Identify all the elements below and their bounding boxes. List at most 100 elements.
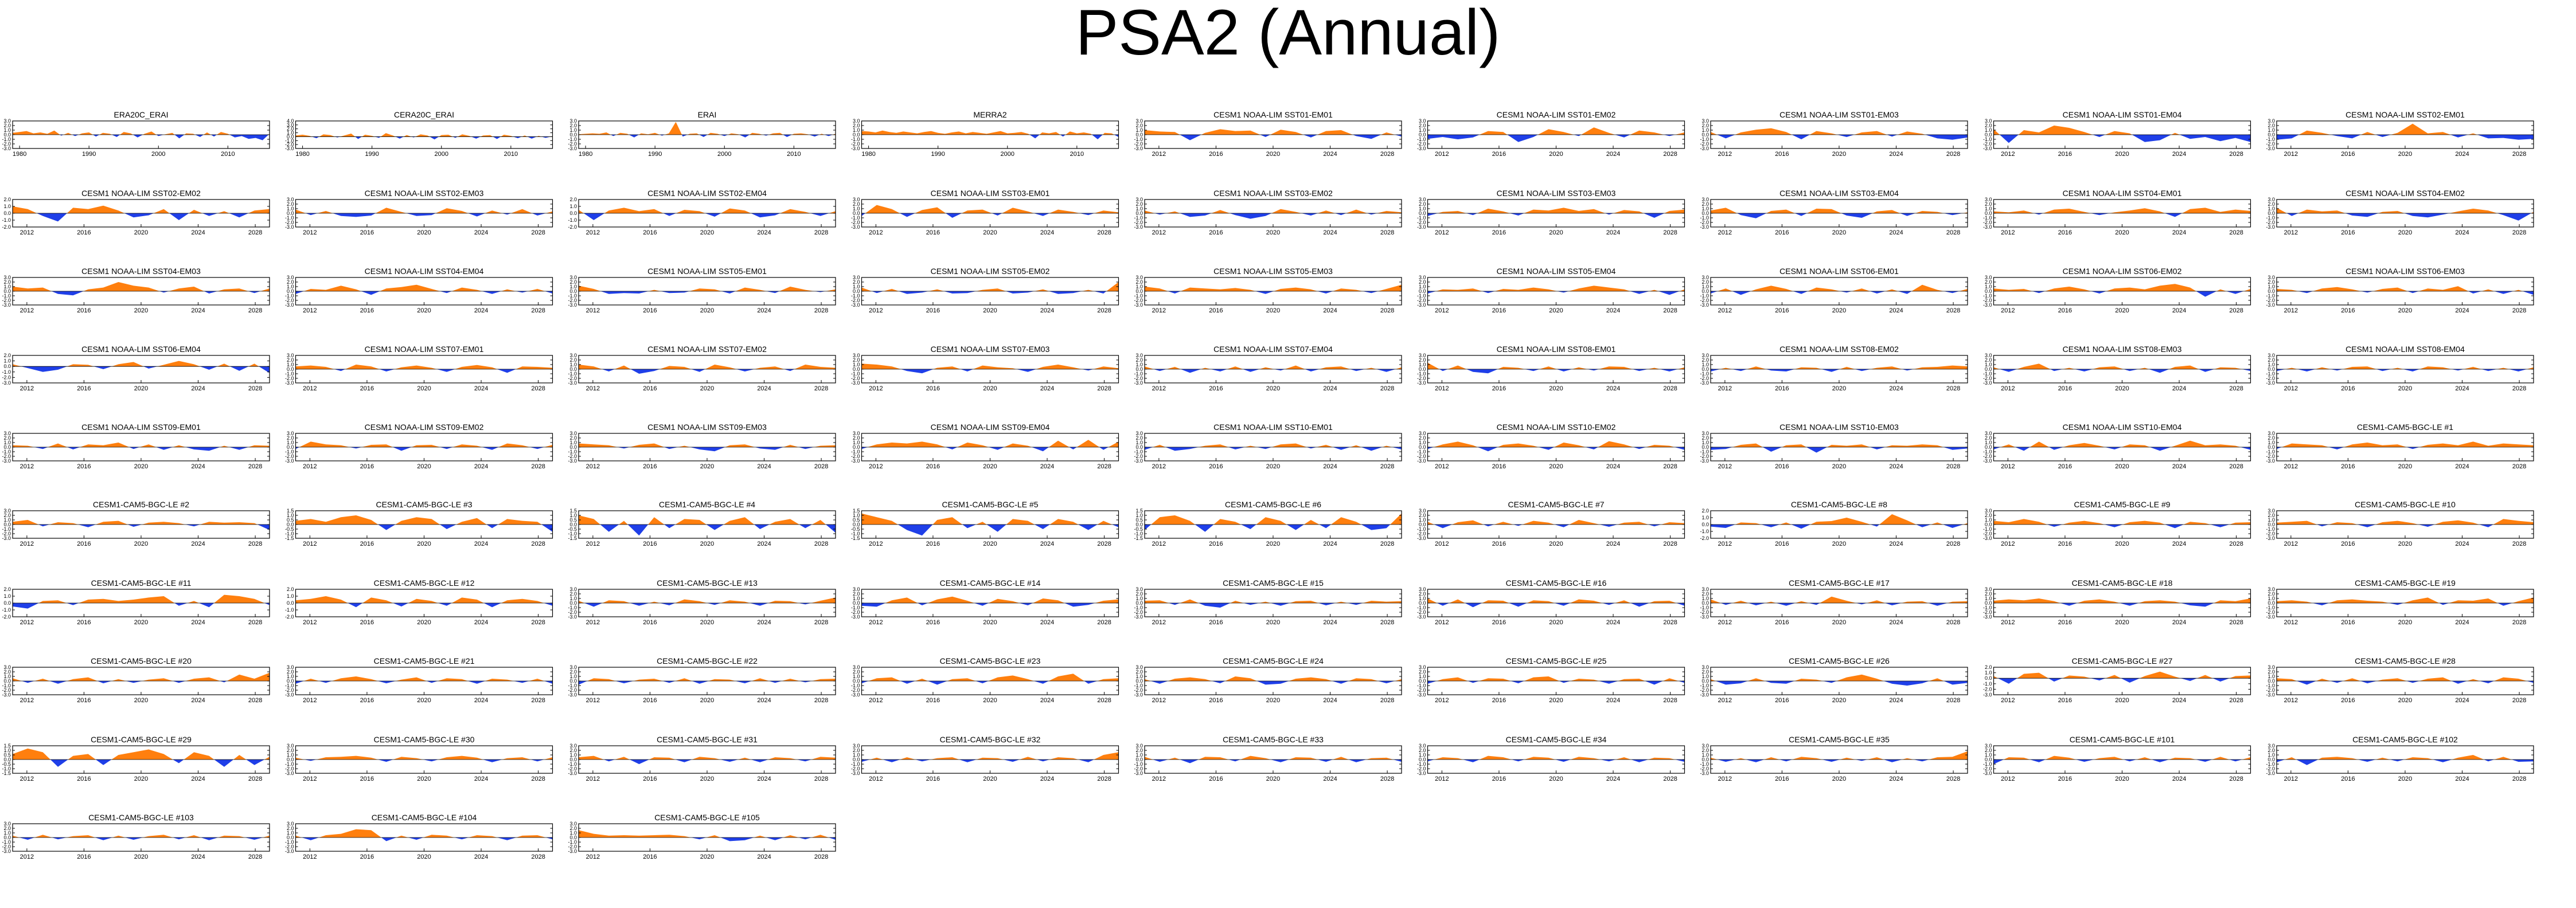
y-tick-label: 3.0 [569,275,577,280]
x-tick-label: 2024 [1606,463,1620,470]
positive-area [1993,598,2251,603]
y-tick-label: -1.0 [1134,605,1143,610]
negative-area [1150,681,1395,685]
x-tick-label: 2024 [191,463,205,470]
panel-77: CESM1-CAM5-BGC-LE #33 3.02.01.00.0-1.0-2.… [1134,735,1402,782]
y-tick-label: -3.0 [1417,146,1426,151]
y-tick-label: 2.0 [1701,279,1709,285]
y-tick-label: 1.0 [1419,440,1426,445]
y-tick-label: 3.0 [1419,118,1426,124]
panel-title: CESM1 NOAA-LIM SST03-EM04 [1779,189,1899,198]
y-tick-label: -1.0 [2,683,11,688]
x-tick-label: 2024 [1323,463,1337,470]
panel-56: CESM1-CAM5-BGC-LE #12 2.01.00.0-1.0-2.0 20… [285,578,553,626]
x-tick-label: 1990 [365,151,378,158]
positive-area [1438,208,1685,213]
panel-17: CESM1 NOAA-LIM SST04-EM01 3.02.01.00.0-1.… [1983,189,2251,236]
y-tick-label: -1.0 [1700,529,1709,534]
panel-8: CESM1 NOAA-LIM SST01-EM04 3.02.01.00.0-1.… [1983,110,2251,158]
x-tick-label: 2016 [643,385,657,392]
y-tick-label: 2.0 [3,825,11,831]
x-tick-label: 2024 [757,697,771,704]
x-tick-label: 2020 [134,385,148,392]
x-tick-label: 2024 [2172,463,2186,470]
y-tick-label: -1.0 [2266,683,2275,688]
x-tick-label: 2024 [1323,541,1337,547]
y-tick-label: -3.0 [1983,458,1992,464]
positive-area [1145,599,1402,603]
y-tick-label: 0.0 [2267,366,2275,372]
x-tick-label: 2016 [1492,151,1506,158]
panel-14: CESM1 NOAA-LIM SST03-EM02 3.02.01.00.0-1.… [1134,189,1402,236]
negative-area [2000,369,2251,373]
x-tick-label: 2016 [926,385,940,392]
y-tick-label: 0.0 [3,757,11,762]
x-tick-label: 2028 [1097,697,1111,704]
x-tick-label: 2016 [77,229,91,236]
x-tick-label: 2016 [77,307,91,314]
x-tick-label: 2016 [1492,463,1506,470]
y-tick-label: 0.0 [1985,675,1992,681]
x-tick-label: 2024 [2172,229,2186,236]
y-tick-label: -1.0 [285,138,294,143]
x-tick-label: 2028 [2512,541,2526,547]
positive-area [587,678,836,681]
panel-title: CESM1 NOAA-LIM SST02-EM03 [365,189,484,198]
positive-area [2285,755,2512,760]
panel-title: CESM1-CAM5-BGC-LE #32 [940,735,1041,744]
x-tick-label: 2020 [1832,229,1846,236]
x-tick-label: 2016 [2341,776,2355,782]
negative-area [1737,213,1963,218]
positive-area [295,829,546,837]
panel-title: CESM1 NOAA-LIM SST04-EM03 [81,267,201,276]
x-tick-label: 2020 [1266,307,1280,314]
y-tick-label: -3.0 [1134,380,1143,386]
y-tick-label: 0.0 [1135,444,1143,450]
y-tick-label: 1.0 [3,440,11,445]
x-tick-label: 2020 [2398,307,2412,314]
negative-area [38,525,270,530]
x-tick-label: 2012 [20,541,34,547]
y-tick-label: -1.0 [2266,136,2275,142]
positive-area [13,205,270,213]
y-tick-label: -2.0 [568,453,577,459]
y-tick-label: -1.5 [285,535,294,541]
x-tick-label: 2020 [700,307,714,314]
y-tick-label: 3.0 [1135,586,1143,592]
x-tick-label: 2020 [1549,697,1563,704]
y-tick-label: -2.0 [2266,220,2275,225]
x-tick-label: 2020 [2115,776,2129,782]
panel-58: CESM1-CAM5-BGC-LE #14 3.02.01.00.0-1.0-2.… [851,578,1119,626]
panel-42: CESM1 NOAA-LIM SST10-EM02 3.02.01.00.0-1.… [1417,422,1685,470]
positive-area [13,835,270,837]
y-tick-label: 2.0 [853,279,860,285]
x-tick-label: 2016 [1775,697,1789,704]
x-tick-label: 2028 [531,776,545,782]
positive-area [1434,756,1676,760]
negative-area [334,369,516,373]
y-tick-label: 2.0 [1135,747,1143,753]
positive-area [2277,519,2534,525]
y-tick-label: 0.0 [853,522,860,527]
y-tick-label: -2.0 [1134,298,1143,303]
y-tick-label: 0.0 [1419,288,1426,294]
y-tick-label: -1.0 [1983,681,1992,687]
x-tick-label: 2028 [1946,541,1960,547]
negative-area [602,369,795,374]
y-tick-label: 3.0 [287,197,294,202]
y-tick-label: 1.0 [853,440,860,445]
x-tick-label: 2020 [417,619,431,626]
positive-area [2281,441,2534,447]
x-tick-label: 2020 [1549,619,1563,626]
x-tick-label: 2012 [2001,619,2015,626]
positive-area [2000,440,2241,447]
negative-area [1720,603,1947,606]
negative-area [2060,603,2214,607]
positive-area [1434,441,1675,447]
y-tick-label: 1.5 [3,743,11,749]
y-tick-label: -2.0 [1700,535,1709,541]
y-tick-label: -0.5 [2,761,11,767]
y-tick-label: 0.0 [287,288,294,294]
y-tick-label: 2.0 [569,435,577,441]
y-tick-label: -1.0 [285,449,294,455]
